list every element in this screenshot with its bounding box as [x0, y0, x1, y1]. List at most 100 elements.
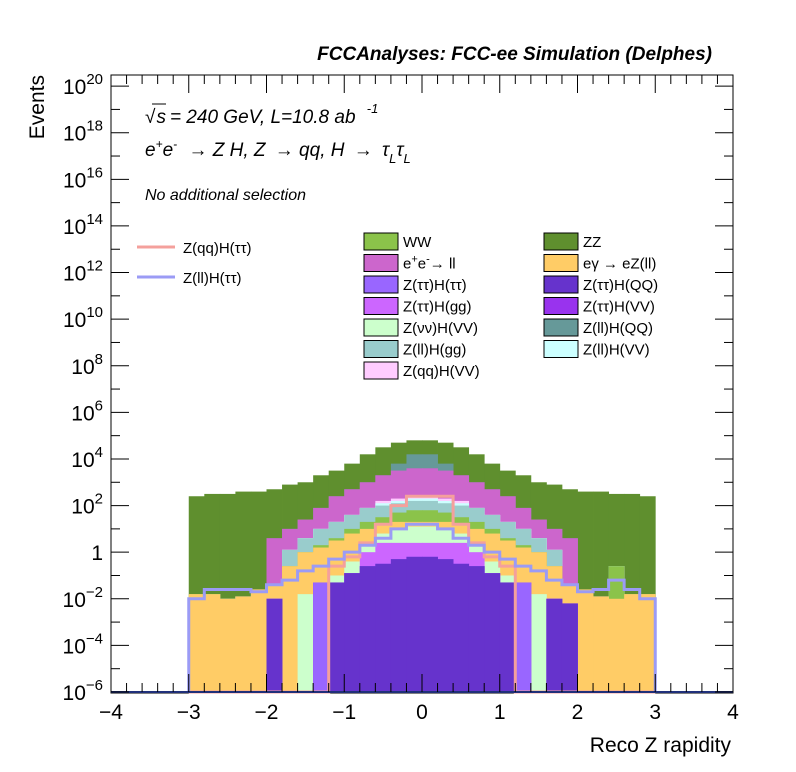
y-tick-label: 10−6	[63, 677, 103, 705]
x-tick-label: −2	[255, 701, 279, 724]
y-tick-label: 102	[71, 491, 103, 519]
bar-e-ez-ll	[624, 594, 641, 692]
legend-label: Z(qq)H(ττ)	[183, 240, 252, 257]
x-tick-label: −4	[99, 701, 123, 724]
signal-legend-entry-z-ll-h: Z(ll)H(ττ)	[137, 270, 242, 287]
bar-e-ez-ll	[577, 589, 594, 692]
y-tick-label: 1012	[63, 258, 103, 286]
legend-entry-e-ez-ll: eγ → eZ(ll)	[543, 254, 656, 273]
y-axis-title: Events	[26, 75, 49, 139]
process-annotation: e+e- → Z H, Z → qq, H → τLτL	[145, 137, 411, 166]
y-tick-label: 1018	[63, 118, 103, 146]
legend-entry-z-qq-h-vv: Z(qq)H(VV)	[363, 361, 480, 380]
legend-swatch	[363, 297, 399, 315]
x-tick-label: 4	[727, 701, 739, 724]
x-tick-label: −1	[332, 701, 356, 724]
bar-z-h	[313, 582, 330, 692]
legend-label: Z(qq)H(VV)	[403, 363, 480, 380]
legend-swatch	[363, 361, 399, 380]
energy-annotation: √s = 240 GeV, L=10.8 ab -1	[145, 101, 378, 128]
stack-layer	[188, 440, 656, 692]
bar-z-h-qq	[266, 598, 283, 692]
bar-z-h-qq	[484, 573, 501, 692]
legend-swatch	[543, 275, 579, 294]
stack-z-h-qq	[266, 556, 578, 692]
legend-swatch	[543, 297, 579, 315]
legend-entry-zz: ZZ	[543, 232, 601, 251]
x-tick-label: 2	[572, 701, 584, 724]
legend-label: e+e-→ ll	[403, 254, 456, 273]
bar-e-ez-ll	[593, 596, 609, 692]
bar-e-ez-ll	[188, 594, 205, 692]
bar-e-ez-ll	[204, 594, 221, 692]
legend-label: Z(ττ)H(QQ)	[583, 277, 658, 294]
tick-layer: −4 −3 −2 −1 0 1 2 3 4 10−6 10−4 10−2 1 102 104 106 108 10…	[63, 71, 740, 724]
x-tick-label: −3	[177, 701, 201, 724]
legend-label: Z(ll)H(VV)	[583, 342, 650, 359]
bar-z-h-qq	[375, 563, 392, 692]
legend-label: WW	[403, 234, 432, 251]
bar-e-ez-ll	[608, 598, 625, 692]
legend-swatch	[363, 318, 399, 337]
y-tick-label: 1010	[63, 304, 103, 332]
x-tick-label: 3	[649, 701, 661, 724]
bar-z-h-qq	[422, 556, 438, 692]
legend-entry-e-e-ll: e+e-→ ll	[363, 254, 456, 273]
y-tick-label: 106	[71, 397, 103, 425]
legend-label: Z(ττ)H(ττ)	[403, 277, 467, 294]
sqrt-symbol: √	[145, 107, 156, 128]
bar-e-ez-ll	[250, 589, 267, 692]
legend-entry-z-h-qq: Z(ττ)H(QQ)	[543, 275, 658, 294]
bar-z-h-qq	[546, 598, 563, 692]
y-tick-label: 1016	[63, 164, 103, 192]
x-tick-label: 0	[416, 701, 428, 724]
legend-label: Z(ll)H(ττ)	[183, 270, 242, 287]
legend: WW ZZ e+e-→ ll eγ → eZ(ll) Z(ττ)H(ττ) Z(ττ)H(…	[363, 232, 658, 380]
legend-entry-z-h: Z(ττ)H(ττ)	[363, 275, 467, 294]
legend-entry-z-ll-h-qq: Z(ll)H(QQ)	[543, 318, 653, 337]
bar-z-h-vv	[530, 594, 547, 692]
svg-text:√s= 240 GeV, L=10.8 ab -: √s = 240 GeV, L=10.8 ab -1	[145, 101, 378, 128]
bar-z-h-qq	[328, 582, 345, 692]
bar-z-h-qq	[344, 573, 361, 692]
bar-z-h	[515, 582, 532, 692]
legend-swatch	[543, 254, 579, 272]
bar-z-h-qq	[437, 559, 454, 692]
bar-z-h-qq	[390, 559, 407, 692]
energy-text: = 240 GeV, L=10.8 ab	[170, 107, 356, 128]
y-tick-label: 10−2	[63, 584, 103, 612]
legend-entry-z-h-vv: Z(νν)H(VV)	[363, 318, 478, 337]
legend-swatch	[363, 232, 399, 251]
y-tick-label: 10−4	[63, 630, 103, 658]
bar-e-ez-ll	[282, 566, 298, 692]
legend-swatch	[363, 254, 399, 272]
legend-entry-z-ll-h-vv: Z(ll)H(VV)	[543, 340, 650, 359]
bar-z-h-qq	[406, 556, 423, 692]
y-tick-label: 1	[91, 542, 103, 565]
bar-z-h-qq	[561, 603, 578, 692]
signal-z-ll-h	[187, 522, 657, 692]
legend-entry-z-ll-h-gg: Z(ll)H(gg)	[363, 340, 466, 359]
legend-label: Z(ττ)H(gg)	[403, 299, 472, 316]
bar-e-ez-ll	[235, 596, 252, 692]
legend-label: eγ → eZ(ll)	[583, 256, 656, 273]
legend-entry-z-h-vv: Z(ττ)H(VV)	[543, 297, 655, 316]
bar-z-h-qq	[499, 582, 516, 692]
signal-legend-entry-z-qq-h: Z(qq)H(ττ)	[137, 240, 252, 257]
y-tick-label: 1020	[63, 71, 103, 99]
bar-z-h-vv	[297, 594, 314, 692]
legend-label: Z(ττ)H(VV)	[583, 299, 655, 316]
y-tick-label: 108	[71, 351, 103, 379]
signal-legend: Z(qq)H(ττ) Z(ll)H(ττ)	[137, 240, 252, 287]
selection-annotation: No additional selection	[145, 187, 306, 204]
legend-label: Z(νν)H(VV)	[403, 320, 478, 337]
legend-swatch	[543, 232, 579, 251]
y-tick-label: 104	[71, 444, 103, 472]
legend-entry-z-h-gg: Z(ττ)H(gg)	[363, 297, 472, 316]
legend-swatch	[543, 340, 579, 358]
s-symbol: s	[156, 107, 166, 128]
chart-title: FCCAnalyses: FCC-ee Simulation (Delphes)	[317, 44, 712, 65]
legend-label: Z(ll)H(gg)	[403, 342, 466, 359]
lumi-exponent: -1	[367, 101, 379, 116]
